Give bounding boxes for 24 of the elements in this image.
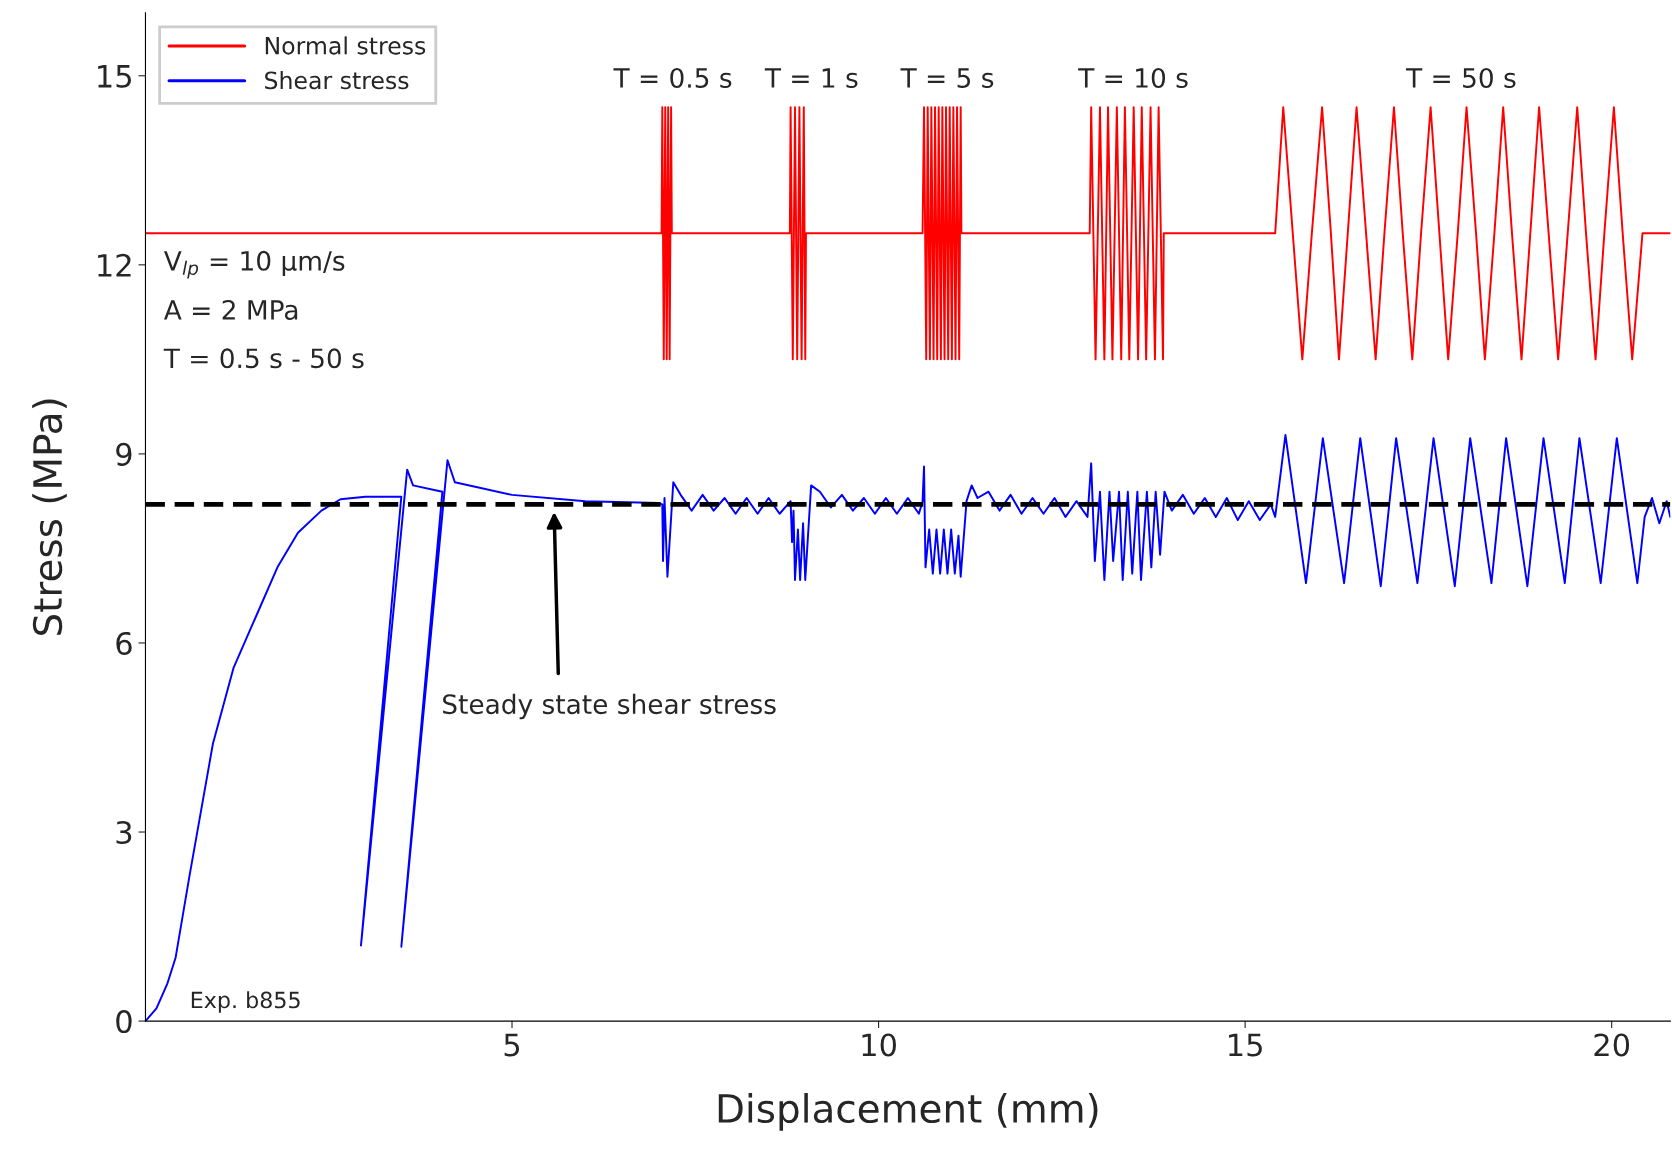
legend-label: Shear stress [265, 71, 409, 90]
x-tick-label: 10 [862, 1033, 896, 1057]
y-tick-label: 3 [116, 820, 132, 845]
y-tick-label: 12 [98, 253, 131, 277]
annotation: Exp. b855 [191, 991, 300, 1013]
y-tick-label: 9 [116, 442, 132, 466]
y-axis-title: Stress (MPa) [32, 399, 67, 635]
annotation: T = 10 s [1078, 68, 1188, 88]
x-tick-label: 5 [504, 1033, 520, 1057]
x-tick-label: 15 [1229, 1033, 1262, 1057]
y-tick-label: 0 [116, 1010, 132, 1034]
annotation: T = 5 s [900, 68, 994, 88]
legend-label: Normal stress [265, 36, 426, 55]
x-tick-label: 20 [1594, 1033, 1630, 1057]
annotation: T = 1 s [764, 68, 858, 88]
annotation: Steady state shear stress [443, 693, 776, 720]
annotation: V$_{lp}$ = 10 µm/s [163, 250, 345, 279]
annotation: A = 2 MPa [163, 299, 298, 320]
y-tick-label: 6 [116, 631, 132, 655]
annotation: T = 0.5 s - 50 s [163, 348, 364, 369]
x-axis-title: Displacement (mm) [718, 1093, 1098, 1131]
y-tick-label: 15 [98, 65, 131, 88]
annotation: T = 50 s [1405, 68, 1516, 88]
annotation: T = 0.5 s [613, 68, 732, 88]
